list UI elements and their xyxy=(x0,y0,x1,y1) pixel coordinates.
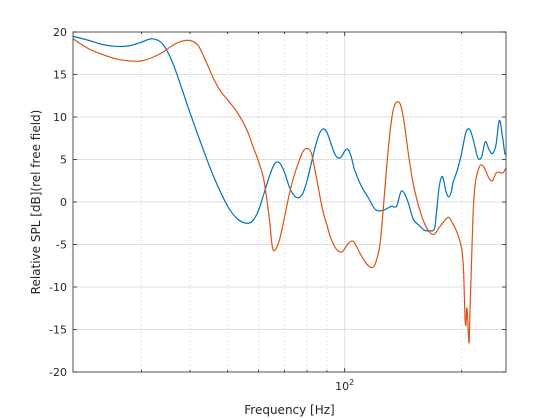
series-line-2 xyxy=(73,38,506,344)
x-axis-label: Frequency [Hz] xyxy=(244,403,335,417)
y-tick-label: 5 xyxy=(60,154,67,167)
y-tick-label: -20 xyxy=(49,366,67,379)
y-tick-label: 20 xyxy=(53,26,67,39)
y-tick-label: -15 xyxy=(49,324,67,337)
series-line-1 xyxy=(73,35,506,232)
axis-ticks: -20 -15 -10 -5 0 5 10 15 20 102 xyxy=(49,26,506,393)
series-lines xyxy=(73,35,506,344)
y-tick-label: -10 xyxy=(49,281,67,294)
y-axis-label: Relative SPL [dB](rel free field) xyxy=(29,110,43,295)
y-tick-label: 10 xyxy=(53,111,67,124)
y-tick-label: 15 xyxy=(53,69,67,82)
x-tick-label: 102 xyxy=(335,378,354,393)
grid-lines xyxy=(73,32,506,372)
y-tick-label: -5 xyxy=(56,239,67,252)
y-tick-label: 0 xyxy=(60,196,67,209)
